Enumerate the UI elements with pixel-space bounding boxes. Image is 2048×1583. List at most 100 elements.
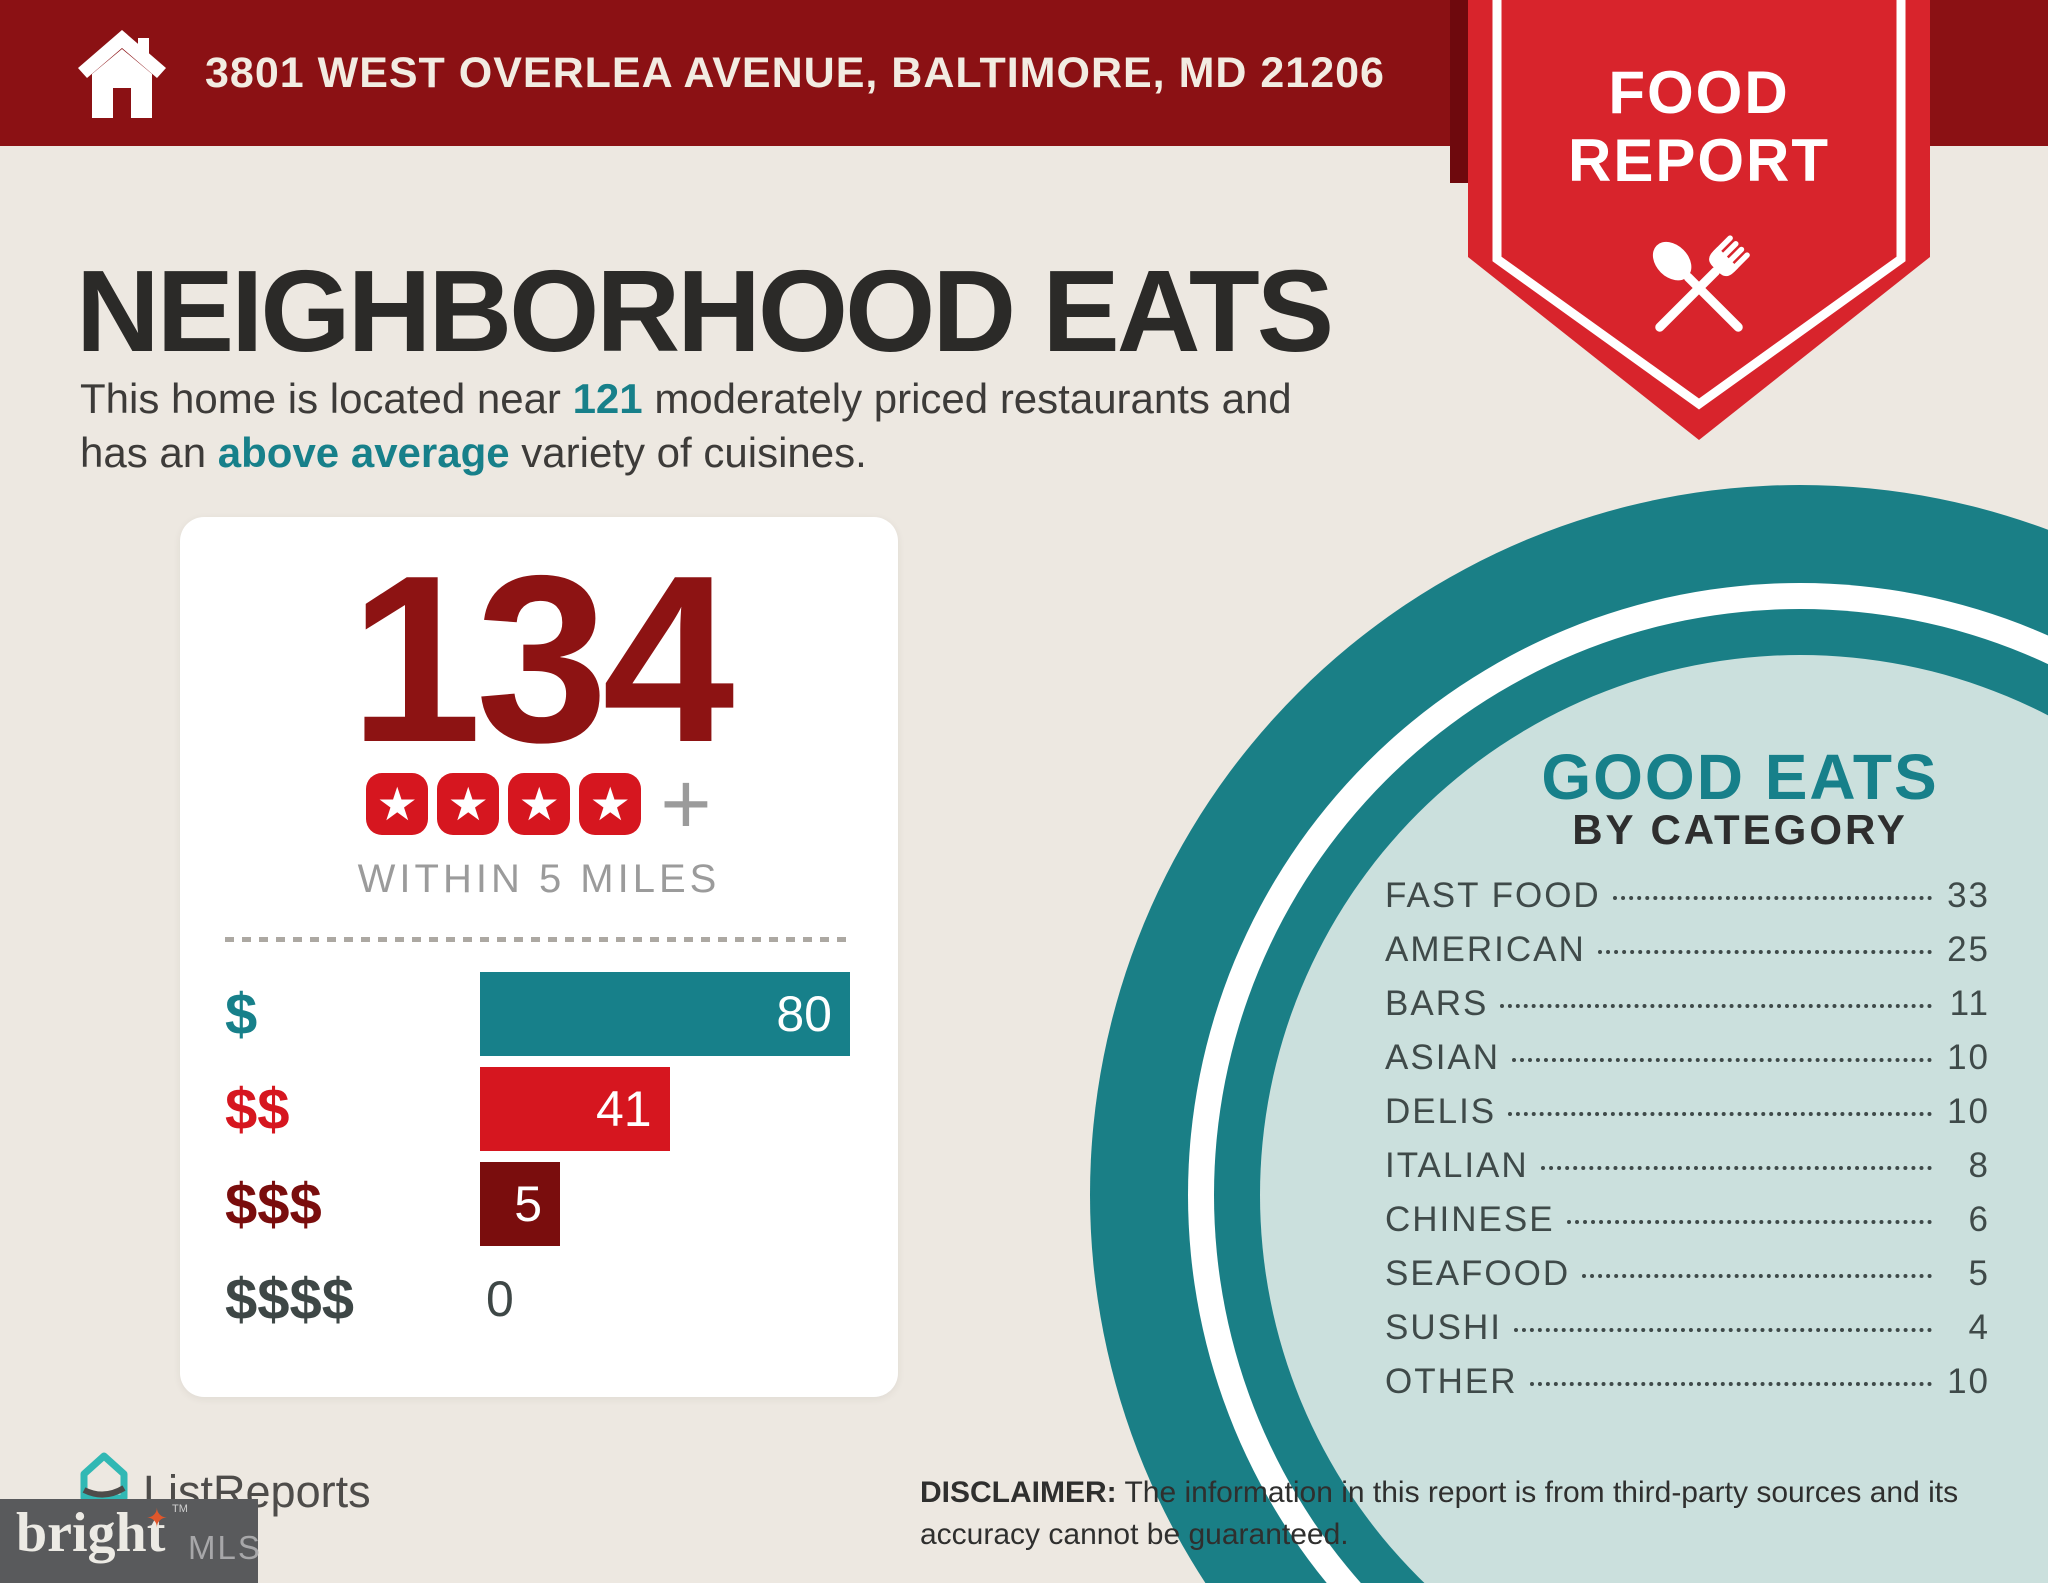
category-row: ITALIAN 8 bbox=[1385, 1146, 1990, 1200]
category-name: BARS bbox=[1385, 984, 1489, 1023]
page-title: NEIGHBORHOOD EATS bbox=[76, 246, 1334, 376]
good-eats-subtitle: BY CATEGORY bbox=[1572, 806, 1908, 853]
total-restaurant-count: 134 bbox=[349, 527, 734, 792]
price-bar-track: 5 bbox=[480, 1162, 850, 1246]
price-bar: 41 bbox=[480, 1067, 670, 1151]
dotted-leader bbox=[1540, 1166, 1932, 1170]
category-name: FAST FOOD bbox=[1385, 876, 1601, 915]
dotted-leader bbox=[1529, 1382, 1932, 1386]
category-row: BARS 11 bbox=[1385, 984, 1990, 1038]
category-row: OTHER 10 bbox=[1385, 1362, 1990, 1416]
intro-prefix: This home is located near bbox=[80, 375, 573, 422]
star-icon: ★ bbox=[366, 773, 429, 835]
property-address: 3801 WEST OVERLEA AVENUE, BALTIMORE, MD … bbox=[205, 48, 1385, 97]
price-tier-label: $$$ bbox=[225, 1171, 322, 1237]
category-value: 10 bbox=[1947, 1362, 1990, 1401]
mls-label: MLS bbox=[188, 1529, 262, 1566]
category-name: ITALIAN bbox=[1385, 1146, 1529, 1185]
intro-suffix: variety of cuisines. bbox=[509, 429, 867, 476]
category-value: 5 bbox=[1968, 1254, 1990, 1293]
category-row: SEAFOOD 5 bbox=[1385, 1254, 1990, 1308]
category-name: ASIAN bbox=[1385, 1038, 1501, 1077]
category-name: AMERICAN bbox=[1385, 930, 1586, 969]
radius-caption: WITHIN 5 MILES bbox=[357, 857, 721, 901]
listreports-house-icon bbox=[74, 1448, 134, 1511]
price-bar-value: 0 bbox=[486, 1271, 514, 1327]
category-row: FAST FOOD 33 bbox=[1385, 876, 1990, 930]
intro-middle-2: has an bbox=[80, 429, 218, 476]
disclaimer-line1: The information in this report is from t… bbox=[1116, 1476, 1959, 1509]
price-bar-track: 0 bbox=[480, 1257, 850, 1341]
dotted-leader bbox=[1512, 1058, 1932, 1062]
brightmls-logo-box: bright ✦ TM MLS bbox=[0, 1499, 260, 1583]
price-bar-value: 80 bbox=[776, 986, 832, 1042]
category-row: SUSHI 4 bbox=[1385, 1308, 1990, 1362]
star-icon: ★ bbox=[508, 773, 571, 835]
category-row: CHINESE 6 bbox=[1385, 1200, 1990, 1254]
category-value: 11 bbox=[1949, 984, 1990, 1023]
category-value: 10 bbox=[1947, 1092, 1990, 1131]
category-value: 25 bbox=[1947, 930, 1990, 969]
plus-icon: + bbox=[660, 754, 712, 853]
star-rating: ★ ★ ★ ★ + bbox=[180, 754, 898, 853]
price-tier-label: $ bbox=[225, 981, 258, 1047]
dotted-leader bbox=[1582, 1274, 1932, 1278]
cutlery-icon bbox=[1652, 235, 1750, 332]
bright-star-icon: ✦ bbox=[146, 1503, 168, 1533]
home-icon bbox=[72, 22, 172, 127]
good-eats-title: GOOD EATS bbox=[1541, 741, 1939, 813]
dashed-divider bbox=[225, 937, 853, 942]
ribbon-fold bbox=[1450, 0, 1470, 183]
dotted-leader bbox=[1597, 950, 1932, 954]
price-tier-label: $$$$ bbox=[225, 1266, 355, 1332]
summary-card: 134 ★ ★ ★ ★ + WITHIN 5 MILES $80 $$ 41 $$$ 5 $$$$… bbox=[180, 517, 898, 1397]
category-value: 4 bbox=[1968, 1308, 1990, 1347]
category-row: AMERICAN 25 bbox=[1385, 930, 1990, 984]
intro-paragraph: This home is located near 121 moderately… bbox=[80, 372, 1480, 480]
category-value: 10 bbox=[1947, 1038, 1990, 1077]
restaurant-count: 121 bbox=[572, 375, 643, 422]
price-tier-row: $$$$ 0 bbox=[180, 1257, 898, 1341]
star-icon: ★ bbox=[437, 773, 500, 835]
category-value: 33 bbox=[1947, 876, 1990, 915]
price-tier-row: $$$ 5 bbox=[180, 1162, 898, 1246]
ribbon-title-line2: REPORT bbox=[1567, 127, 1831, 194]
ribbon-title-line1: FOOD bbox=[1608, 59, 1790, 126]
price-bar-value: 41 bbox=[596, 1081, 652, 1137]
category-name: DELIS bbox=[1385, 1092, 1497, 1131]
category-value: 6 bbox=[1968, 1200, 1990, 1239]
category-row: ASIAN 10 bbox=[1385, 1038, 1990, 1092]
price-bar-track: 80 bbox=[480, 972, 850, 1056]
bright-tm-mark: TM bbox=[172, 1503, 188, 1515]
category-name: OTHER bbox=[1385, 1362, 1518, 1401]
disclaimer: DISCLAIMER: The information in this repo… bbox=[920, 1472, 2030, 1556]
ribbon-shape bbox=[1468, 0, 1930, 440]
category-value: 8 bbox=[1968, 1146, 1990, 1185]
bright-wordmark: bright bbox=[16, 1502, 166, 1564]
price-bar-track: 41 bbox=[480, 1067, 850, 1151]
category-name: CHINESE bbox=[1385, 1200, 1555, 1239]
dotted-leader bbox=[1513, 1328, 1932, 1332]
dotted-leader bbox=[1566, 1220, 1932, 1224]
category-list: FAST FOOD 33 AMERICAN 25 BARS 11 ASIAN 10 DELIS 1… bbox=[1385, 876, 1990, 1416]
price-bar: 80 bbox=[480, 972, 850, 1056]
dotted-leader bbox=[1508, 1112, 1932, 1116]
star-icon: ★ bbox=[579, 773, 642, 835]
dotted-leader bbox=[1612, 896, 1932, 900]
price-bar: 5 bbox=[480, 1162, 560, 1246]
food-report-ribbon: FOOD REPORT bbox=[1468, 0, 1930, 442]
disclaimer-line2: accuracy cannot be guaranteed. bbox=[920, 1518, 1349, 1551]
intro-middle-1: moderately priced restaurants and bbox=[642, 375, 1292, 422]
variety-highlight: above average bbox=[217, 429, 510, 476]
price-tier-row: $80 bbox=[180, 972, 898, 1056]
price-bars: $80 $$ 41 $$$ 5 $$$$ 0 bbox=[180, 972, 898, 1352]
category-name: SEAFOOD bbox=[1385, 1254, 1571, 1293]
dotted-leader bbox=[1500, 1004, 1932, 1008]
disclaimer-label: DISCLAIMER: bbox=[920, 1476, 1117, 1509]
category-row: DELIS 10 bbox=[1385, 1092, 1990, 1146]
category-name: SUSHI bbox=[1385, 1308, 1502, 1347]
price-tier-label: $$ bbox=[225, 1076, 290, 1142]
price-tier-row: $$ 41 bbox=[180, 1067, 898, 1151]
price-bar-value: 5 bbox=[514, 1176, 542, 1232]
